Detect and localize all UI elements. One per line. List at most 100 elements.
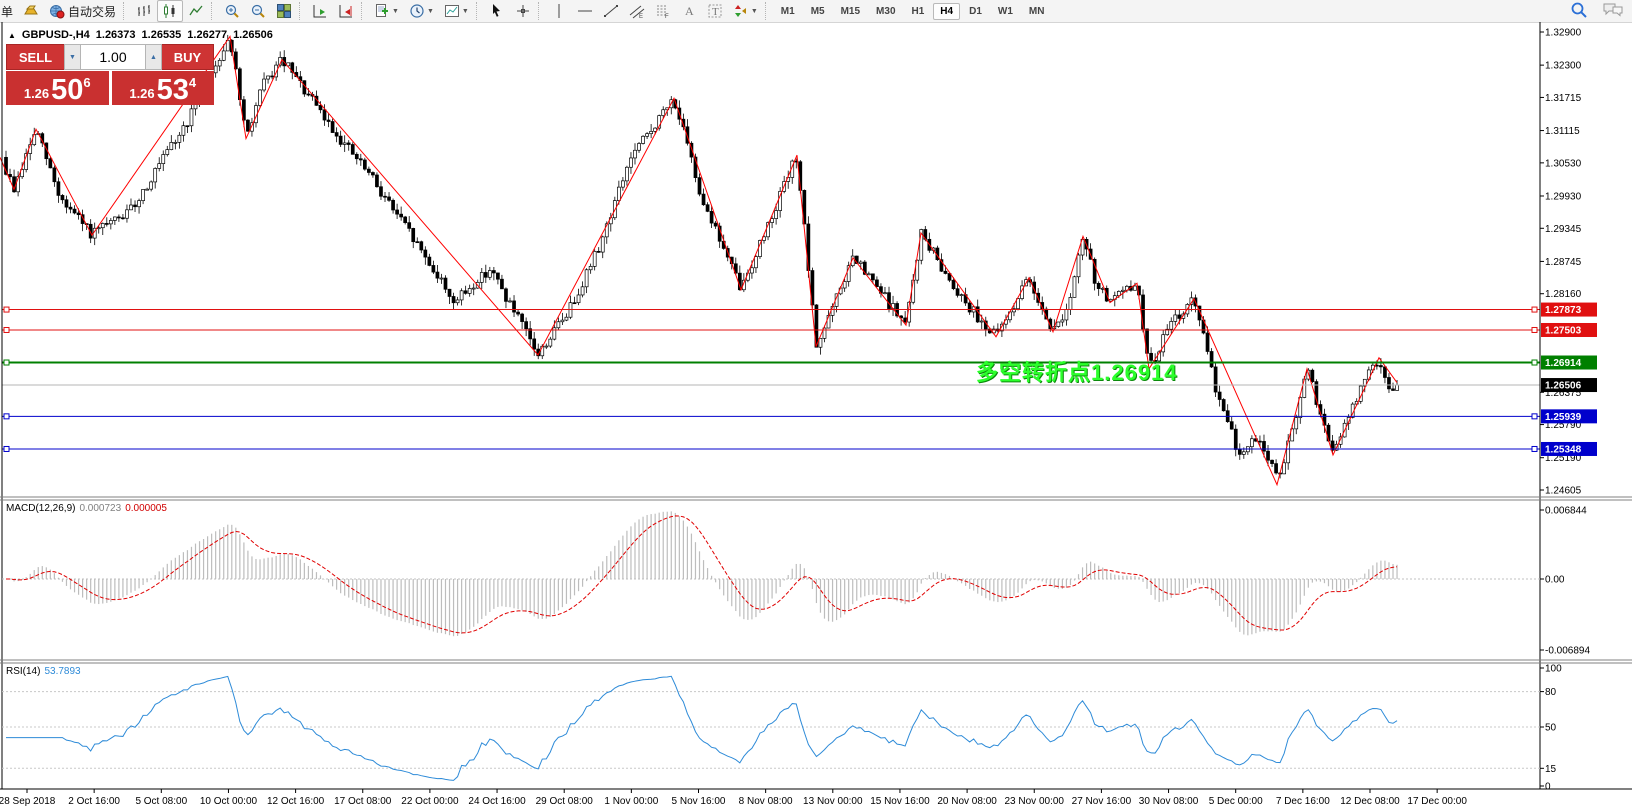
volume-increase-button[interactable]: ▲	[145, 44, 162, 70]
time-tick-label[interactable]: 17 Oct 08:00	[334, 796, 392, 807]
time-tick-label[interactable]: 22 Oct 00:00	[401, 796, 459, 807]
hline-handle[interactable]	[3, 413, 10, 420]
time-tick-label[interactable]: 28 Sep 2018	[0, 796, 56, 807]
crosshair-button[interactable]	[510, 0, 536, 22]
candle-body	[1314, 381, 1319, 405]
zoom-in-button[interactable]	[219, 0, 245, 22]
timeframe-m5[interactable]: M5	[810, 5, 825, 17]
hline-handle[interactable]	[3, 445, 10, 452]
fibonacci-button[interactable]: F	[650, 0, 676, 22]
text-button[interactable]: A	[676, 0, 702, 22]
candle-body	[685, 126, 690, 144]
buy-price-display[interactable]: 1.26 53 4	[111, 71, 214, 105]
time-tick-label[interactable]: 29 Oct 08:00	[536, 796, 594, 807]
time-tick-label[interactable]: 27 Nov 16:00	[1072, 796, 1132, 807]
time-tick-label[interactable]: 10 Oct 00:00	[200, 796, 258, 807]
candlestick-chart-button[interactable]	[157, 0, 184, 22]
trendline-button[interactable]	[598, 0, 624, 22]
candle-body	[564, 316, 569, 321]
candle-body	[600, 236, 605, 253]
candle-body	[854, 255, 859, 264]
candle-body	[141, 189, 145, 201]
hline-axis-handle[interactable]	[1531, 413, 1538, 420]
time-tick-label[interactable]: 8 Nov 08:00	[739, 796, 793, 807]
candle-body	[580, 286, 585, 296]
templates-button[interactable]: ▼	[439, 0, 474, 22]
horizontal-line-button[interactable]	[572, 0, 598, 22]
timeframe-w1[interactable]: W1	[997, 5, 1013, 17]
chevron-down-icon[interactable]: ▼	[461, 7, 469, 15]
time-tick-label[interactable]: 1 Nov 00:00	[604, 796, 658, 807]
timeframe-m15[interactable]: M15	[840, 5, 861, 17]
tile-windows-button[interactable]	[271, 0, 297, 22]
chevron-down-icon[interactable]: ▼	[392, 7, 399, 15]
candle-body	[455, 299, 460, 304]
candle-body	[153, 168, 158, 183]
hline-handle[interactable]	[3, 326, 10, 333]
time-tick-label[interactable]: 24 Oct 16:00	[468, 796, 526, 807]
equidistant-channel-button[interactable]: E	[624, 0, 650, 22]
autotrading-button[interactable]: 自动交易	[44, 0, 121, 22]
candle-body	[754, 256, 758, 269]
bar-chart-button[interactable]	[131, 0, 157, 22]
time-tick-label[interactable]: 23 Nov 00:00	[1005, 796, 1065, 807]
price-tick-label: 1.25790	[1545, 420, 1582, 431]
hline-axis-handle[interactable]	[1531, 445, 1538, 452]
buy-button[interactable]: BUY	[162, 44, 214, 70]
market-watch-button[interactable]	[18, 0, 44, 22]
timeframe-h4[interactable]: H4	[933, 2, 961, 20]
candle-body	[4, 156, 8, 175]
cursor-button[interactable]	[484, 0, 510, 22]
chevron-down-icon[interactable]: ▼	[750, 7, 758, 15]
hline-handle[interactable]	[3, 359, 10, 366]
time-tick-label[interactable]: 12 Dec 08:00	[1340, 796, 1400, 807]
hline-handle[interactable]	[3, 306, 10, 313]
time-tick-label[interactable]: 15 Nov 16:00	[870, 796, 930, 807]
candle-body	[1387, 377, 1391, 390]
hline-axis-handle[interactable]	[1531, 359, 1538, 366]
indicators-button[interactable]: ▼	[369, 0, 404, 22]
zoom-out-button[interactable]	[245, 0, 271, 22]
time-tick-label[interactable]: 20 Nov 08:00	[937, 796, 997, 807]
hline-axis-handle[interactable]	[1531, 326, 1538, 333]
candle-body	[770, 218, 774, 223]
chart-shift-button[interactable]	[333, 0, 359, 22]
search-icon[interactable]	[1570, 1, 1588, 22]
time-tick-label[interactable]: 7 Dec 16:00	[1276, 796, 1330, 807]
sell-button[interactable]: SELL	[6, 44, 64, 70]
auto-scroll-button[interactable]	[307, 0, 333, 22]
candle-body	[846, 265, 851, 282]
timeframe-d1[interactable]: D1	[969, 5, 982, 17]
volume-decrease-button[interactable]: ▼	[64, 44, 81, 70]
text-label-button[interactable]: T	[702, 0, 728, 22]
time-tick-label[interactable]: 30 Nov 08:00	[1139, 796, 1199, 807]
candle-body	[358, 158, 363, 161]
candle-body	[842, 281, 847, 289]
vertical-line-button[interactable]	[546, 0, 572, 22]
time-tick-label[interactable]: 17 Dec 00:00	[1407, 796, 1467, 807]
volume-input[interactable]: 1.00	[81, 44, 145, 70]
hline-axis-handle[interactable]	[1531, 306, 1538, 313]
candle-body	[814, 304, 819, 348]
time-tick-label[interactable]: 5 Oct 08:00	[135, 796, 187, 807]
collapse-triangle-icon[interactable]: ▲	[8, 30, 16, 40]
time-tick-label[interactable]: 2 Oct 16:00	[68, 796, 120, 807]
timeframe-h1[interactable]: H1	[911, 5, 925, 17]
timeframe-m1[interactable]: M1	[780, 5, 795, 17]
time-tick-label[interactable]: 5 Dec 00:00	[1209, 796, 1263, 807]
line-chart-button[interactable]	[183, 0, 209, 22]
candle-body	[334, 132, 339, 137]
new-order-button[interactable]: 单	[0, 0, 18, 22]
sell-price-display[interactable]: 1.26 50 6	[6, 71, 109, 105]
time-tick-label[interactable]: 5 Nov 16:00	[672, 796, 726, 807]
periods-button[interactable]: ▼	[404, 0, 439, 22]
chevron-down-icon[interactable]: ▼	[426, 7, 434, 15]
timeframe-m30[interactable]: M30	[876, 5, 896, 17]
arrows-button[interactable]: ▼	[728, 0, 763, 22]
time-tick-label[interactable]: 12 Oct 16:00	[267, 796, 325, 807]
timeframe-mn[interactable]: MN	[1028, 5, 1045, 17]
candle-body	[471, 287, 476, 290]
time-tick-label[interactable]: 13 Nov 00:00	[803, 796, 863, 807]
chat-icon[interactable]	[1602, 2, 1624, 21]
